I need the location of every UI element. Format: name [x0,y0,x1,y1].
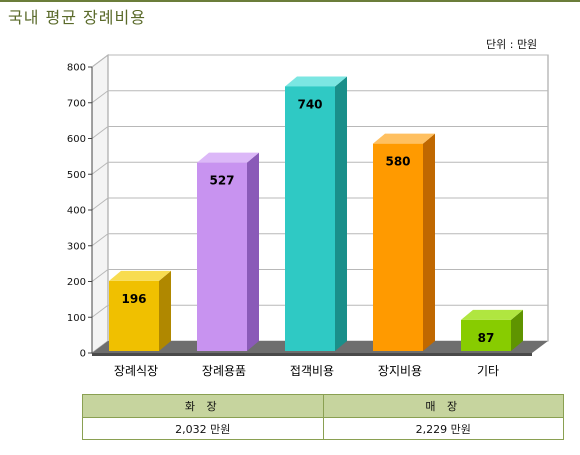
bar [461,319,511,351]
bar-side [423,133,435,351]
bar-top [109,270,171,281]
burial-cost-table: 화 장 매 장 2,032 만원 2,229 만원 [82,394,564,440]
bar-side [335,76,347,351]
bar-top [285,76,347,87]
y-tick-label: 100 [67,313,86,324]
y-tick-label: 600 [67,134,86,145]
bar-top [373,133,435,144]
data-label: 580 [385,155,410,169]
y-tick-label: 500 [67,170,86,181]
y-tick-label: 300 [67,241,86,252]
bar [109,280,159,351]
x-tick-label: 접객비용 [290,364,334,378]
y-tick-label: 800 [67,63,86,74]
value-burial: 2,229 만원 [322,417,564,440]
y-tick-label: 0 [80,349,86,360]
bar-side [511,309,523,351]
data-label: 196 [121,292,146,306]
x-tick-label: 장례식장 [114,364,158,378]
grid-line [91,54,548,68]
data-label: 740 [297,97,322,111]
bar-side [159,270,171,351]
bar [285,86,335,351]
x-tick-label: 기타 [477,364,499,378]
unit-label: 단위 : 만원 [486,38,538,51]
y-tick-label: 400 [67,206,86,217]
y-tick-label: 700 [67,98,86,109]
bar-chart: 0 100 200 300 400 500 600 700 800 196 장례식장 527 장례용품 7… [67,54,549,379]
x-tick-label: 장지비용 [378,364,422,378]
bar-top [197,152,259,163]
bar [373,143,423,351]
value-cremation: 2,032 만원 [82,417,324,440]
data-label: 87 [478,331,495,345]
data-label: 527 [209,174,234,188]
top-border [0,0,580,2]
header-burial: 매 장 [322,394,564,418]
header-cremation: 화 장 [82,394,324,418]
floor-edge [92,353,532,356]
page-title: 국내 평균 장례비용 [8,8,146,27]
bar-top [461,309,523,320]
y-tick-label: 200 [67,277,86,288]
bar [197,162,247,351]
bar-side [247,152,259,351]
table-value-row: 2,032 만원 2,229 만원 [82,417,564,440]
grid-line [91,90,548,104]
bars [109,76,523,351]
labels: 0 100 200 300 400 500 600 700 800 196 장례식장 527 장례용품 7… [67,63,499,379]
grid-line [91,126,548,139]
y-axis [88,66,93,354]
x-tick-label: 장례용품 [202,364,246,378]
table-header-row: 화 장 매 장 [82,394,564,418]
